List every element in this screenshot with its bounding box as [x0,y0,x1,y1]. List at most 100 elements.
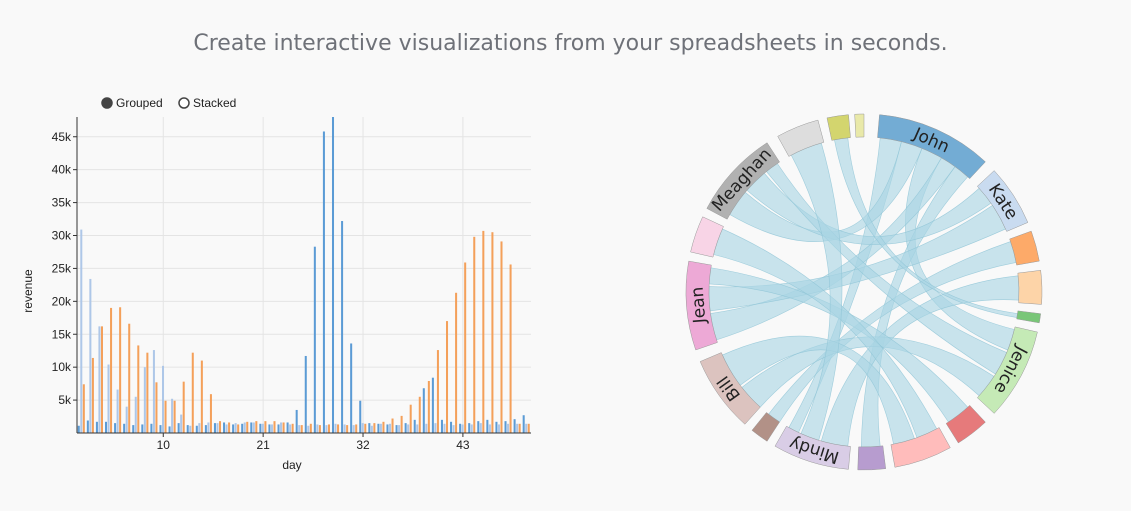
bar [452,425,455,433]
bar [114,423,117,433]
bar [407,424,410,433]
bar [264,421,267,433]
bar [337,424,340,433]
bars [77,117,530,433]
grid-lines [77,117,531,433]
y-tick-label: 25k [52,261,72,275]
mode-option-stacked[interactable]: Stacked [178,96,236,110]
bar [243,422,246,433]
bar [486,419,489,433]
bar [516,423,519,433]
bar [343,424,346,433]
bar [473,236,476,433]
bar [270,424,273,433]
chord-arc[interactable] [945,405,986,444]
chord-arc[interactable] [777,119,825,157]
bar [182,381,185,433]
bar [334,423,337,433]
bar [80,229,83,433]
chord-label-jean: Jean [688,286,711,325]
revenue-bar-chart: Grouped Stacked 5k 10k 15k 20k 25k 30k 35k 40k 45… [21,96,531,472]
bar [291,423,294,433]
bar [507,423,510,433]
chord-arc-bill[interactable] [699,352,761,425]
chord-arc[interactable] [751,412,780,442]
chord-arc[interactable] [854,113,865,138]
bar [470,424,473,433]
bar [268,424,271,433]
bar [416,424,419,433]
bar [171,398,174,433]
bar [246,421,249,433]
bar [518,423,521,433]
bar [241,423,244,433]
bar [304,355,307,433]
bar [409,404,412,433]
bar [327,424,330,433]
chord-arc[interactable] [857,445,886,471]
chord-arc-meaghan[interactable] [706,142,780,220]
bar [186,425,189,433]
bar [361,423,364,433]
bar [195,425,198,433]
bar [455,292,458,433]
chord-arc-kate[interactable] [977,170,1029,232]
bar [459,423,462,433]
bar [198,423,201,433]
bar [525,423,528,433]
bar [431,377,434,433]
bar [404,423,407,433]
bar [104,421,108,433]
chord-arc[interactable] [1016,310,1041,324]
chord-ribbons [708,137,1020,448]
y-tick-label: 45k [52,130,72,144]
chord-arc[interactable] [1017,270,1043,305]
chord-arc[interactable] [690,216,724,258]
bar [388,423,392,433]
bar [255,421,258,433]
bar [513,419,516,433]
x-axis-title: day [282,458,301,472]
bar [527,423,530,433]
bar [318,425,321,433]
bar [352,425,355,433]
bar [132,425,135,433]
chord-arc-john[interactable] [877,114,986,179]
radio-icon[interactable] [178,97,190,109]
bar [110,307,113,433]
chord-arc-jean[interactable] [685,260,718,351]
bar [382,421,385,433]
bar [400,415,403,433]
bar [168,426,171,433]
chord-arc[interactable] [1009,230,1040,266]
bar [300,425,303,433]
bar [434,423,437,433]
bar [479,423,482,433]
bar [418,396,421,433]
bar [100,326,103,433]
chord-arc-mindy[interactable] [774,425,851,470]
bar [155,382,158,433]
bar [316,424,319,433]
bar [234,423,237,433]
bar [488,424,491,433]
page-headline: Create interactive visualizations from y… [193,31,948,56]
bar [119,307,122,433]
bar [141,424,144,433]
bar [427,380,430,433]
bar [152,350,155,433]
chord-arc[interactable] [826,114,851,141]
chord-arc-jenice[interactable] [977,326,1038,414]
radio-icon[interactable] [101,97,113,109]
bar [509,264,512,433]
bar [309,423,312,433]
bar [477,421,480,433]
mode-option-grouped[interactable]: Grouped [101,96,163,110]
bar [177,423,180,433]
bar [341,221,344,433]
bar [252,422,255,433]
chord-arc[interactable] [890,427,951,468]
bar [491,232,494,433]
bar [443,423,446,433]
bar [325,425,328,433]
